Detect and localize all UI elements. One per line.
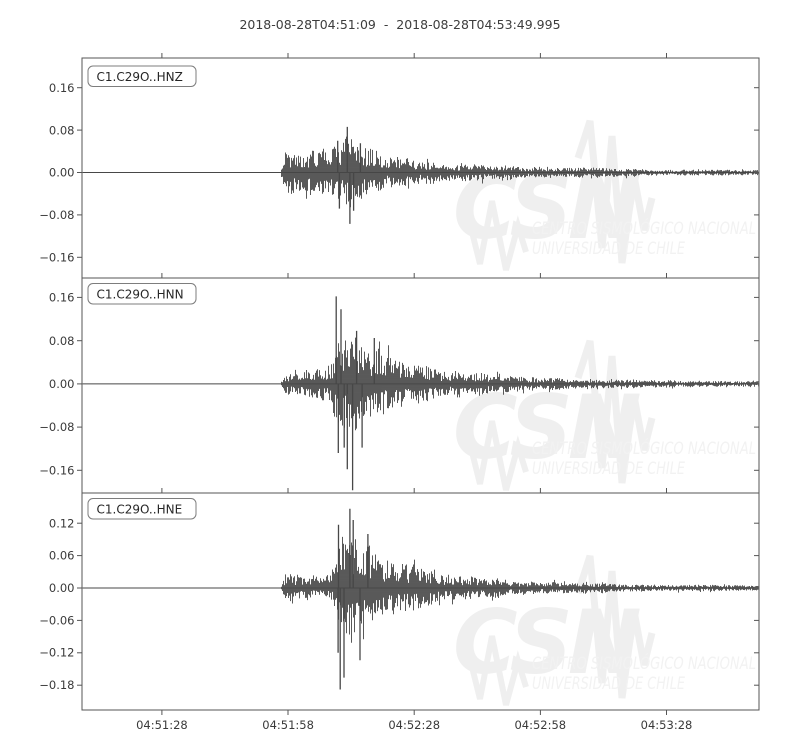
y-axis-panel-2: 0.12 0.06 0.00 −0.06 −0.12 −0.18 <box>39 516 74 692</box>
trace-panel-2 <box>82 508 759 690</box>
watermark-line2: UNIVERSIDAD DE CHILE <box>532 459 685 479</box>
trace-panel-1 <box>82 296 759 491</box>
waveform-trace-layer <box>82 126 759 690</box>
channel-labels: C1.C29O..HNZ C1.C29O..HNN C1.C29O..HNE <box>87 65 197 520</box>
channel-label-text: C1.C29O..HNE <box>97 502 183 516</box>
trace-panel-0 <box>82 126 759 224</box>
watermark-line1: CENTRO SISMOLÓGICO NACIONAL <box>532 652 756 674</box>
waveform-spikes <box>337 508 369 690</box>
channel-label-hnz: C1.C29O..HNZ <box>87 65 197 87</box>
channel-label-text: C1.C29O..HNN <box>97 287 184 301</box>
waveform-spikes <box>337 126 362 224</box>
y-tick-label: 0.00 <box>49 166 75 180</box>
y-tick-label: 0.06 <box>49 549 75 563</box>
watermark-line1: CENTRO SISMOLÓGICO NACIONAL <box>532 437 756 459</box>
x-tick-label: 04:51:58 <box>262 718 314 732</box>
y-tick-label: −0.06 <box>39 613 74 627</box>
y-tick-label: 0.16 <box>49 81 75 95</box>
seismic-zigzag-icon <box>465 635 529 706</box>
watermark-line2: UNIVERSIDAD DE CHILE <box>532 674 685 694</box>
y-tick-label: 0.00 <box>49 377 75 391</box>
figure-title: 2018-08-28T04:51:09 - 2018-08-28T04:53:4… <box>239 17 560 32</box>
channel-label-box <box>87 498 197 520</box>
y-tick-label: 0.08 <box>49 334 75 348</box>
watermark-line2: UNIVERSIDAD DE CHILE <box>532 239 685 259</box>
channel-label-box <box>87 283 197 305</box>
seismic-zigzag-icon <box>574 339 656 484</box>
y-axis-panel-1: 0.16 0.08 0.00 −0.08 −0.16 <box>39 291 74 478</box>
watermark-line1: CENTRO SISMOLÓGICO NACIONAL <box>532 217 756 239</box>
y-tick-label: −0.08 <box>39 208 74 222</box>
y-tick-label: 0.00 <box>49 581 75 595</box>
x-tick-label: 04:52:28 <box>388 718 440 732</box>
seismic-zigzag-icon <box>574 119 656 264</box>
x-tick-label: 04:53:28 <box>641 718 693 732</box>
y-tick-label: 0.16 <box>49 291 75 305</box>
y-tick-label: 0.12 <box>49 516 75 530</box>
x-axis: 04:51:28 04:51:58 04:52:28 04:52:58 04:5… <box>136 718 692 732</box>
channel-label-box <box>87 65 197 87</box>
y-tick-label: 0.08 <box>49 123 75 137</box>
panel-frame-2 <box>77 488 760 715</box>
y-tick-label: −0.16 <box>39 250 74 264</box>
waveform-columns <box>281 337 759 431</box>
x-tick-label: 04:51:28 <box>136 718 188 732</box>
channel-label-hnn: C1.C29O..HNN <box>87 283 197 305</box>
seismic-zigzag-icon <box>574 554 656 699</box>
channel-label-hne: C1.C29O..HNE <box>87 498 197 520</box>
y-axis-panel-0: 0.16 0.08 0.00 −0.08 −0.16 <box>39 81 74 264</box>
channel-label-text: C1.C29O..HNZ <box>97 70 183 84</box>
waveform-columns <box>281 536 759 643</box>
waveform-columns <box>281 136 759 208</box>
x-tick-label: 04:52:58 <box>514 718 566 732</box>
axes-frame-layer <box>77 53 760 715</box>
y-tick-label: −0.12 <box>39 646 74 660</box>
y-tick-label: −0.08 <box>39 420 74 434</box>
seismic-zigzag-icon <box>465 200 529 271</box>
y-tick-label: −0.16 <box>39 463 74 477</box>
seismic-zigzag-icon <box>465 420 529 491</box>
waveform-spikes <box>335 296 375 491</box>
y-tick-label: −0.18 <box>39 678 74 692</box>
panel-border <box>81 492 760 711</box>
